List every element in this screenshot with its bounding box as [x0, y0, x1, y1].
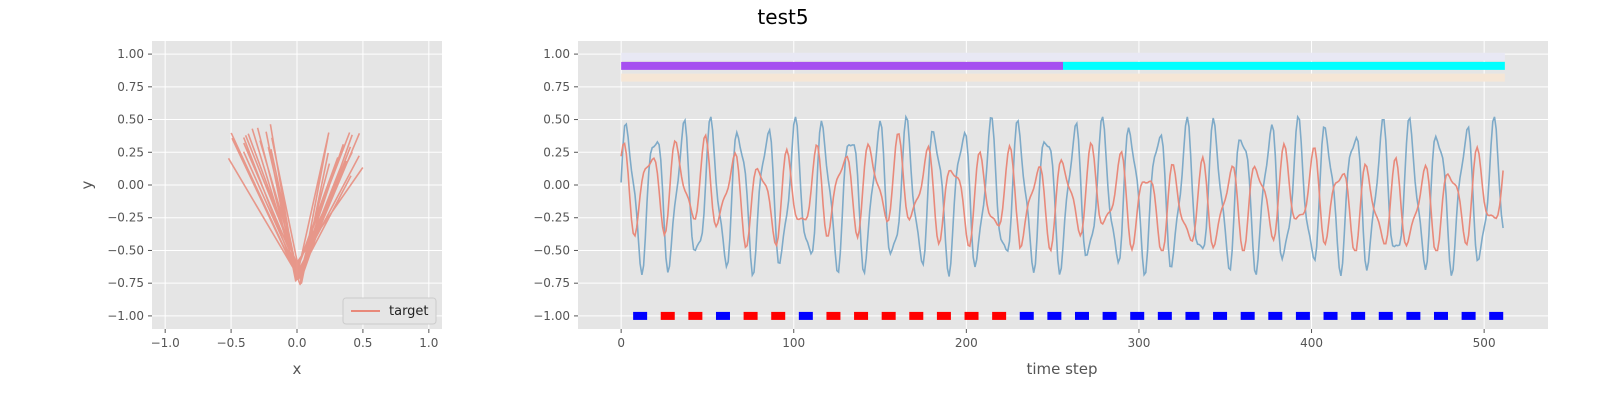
y-tick-label: −0.50 [107, 243, 144, 257]
x-tick-label: 0 [617, 336, 625, 350]
xy-plot-ylabel: y [78, 180, 96, 189]
y-tick-label: 0.50 [543, 113, 570, 127]
marker-blue [1433, 311, 1448, 320]
marker-blue [1268, 311, 1283, 320]
marker-red [964, 311, 979, 320]
marker-red [854, 311, 869, 320]
y-tick-label: 0.50 [117, 113, 144, 127]
marker-red [688, 311, 703, 320]
y-tick-label: −0.75 [107, 276, 144, 290]
y-tick-label: −0.75 [533, 276, 570, 290]
y-tick-label: 0.25 [543, 145, 570, 159]
marker-blue [1157, 311, 1172, 320]
y-tick-label: −1.00 [107, 309, 144, 323]
y-tick-label: −0.50 [533, 243, 570, 257]
marker-blue [715, 311, 730, 320]
marker-red [909, 311, 924, 320]
y-tick-label: 0.75 [117, 80, 144, 94]
marker-blue [1047, 311, 1062, 320]
timeseries-plot-yticks: −1.00 −0.75 −0.50 −0.25 0.00 0.25 0.50 0.75 1.00 [533, 47, 578, 323]
legend-label-target: target [389, 304, 429, 319]
xy-plot-xlabel: x [293, 360, 302, 378]
x-tick-label: 300 [1127, 336, 1150, 350]
marker-blue [1185, 311, 1200, 320]
timeseries-plot: 0 100 200 300 400 500 −1.00 −0.75 −0.50 −0.25 0.0… [533, 41, 1548, 378]
x-tick-label: −1.0 [151, 336, 180, 350]
x-tick-label: 0.5 [353, 336, 372, 350]
marker-blue [1461, 311, 1476, 320]
figure-title: test5 [757, 5, 808, 29]
y-tick-label: 1.00 [543, 47, 570, 61]
y-tick-label: 0.25 [117, 145, 144, 159]
marker-blue [1074, 311, 1089, 320]
marker-blue [1323, 311, 1338, 320]
marker-red [936, 311, 951, 320]
y-tick-label: −0.25 [107, 211, 144, 225]
marker-blue [1102, 311, 1117, 320]
marker-blue [633, 311, 648, 320]
timeseries-plot-markers [633, 311, 1504, 320]
xy-plot-series [227, 124, 364, 286]
marker-blue [1130, 311, 1145, 320]
target-line [227, 124, 364, 286]
marker-blue [1019, 311, 1034, 320]
y-tick-label: 0.00 [543, 178, 570, 192]
x-tick-label: 500 [1473, 336, 1496, 350]
xy-plot-xticks: −1.0 −0.5 0.0 0.5 1.0 [151, 329, 438, 350]
marker-red [992, 311, 1007, 320]
marker-blue [1351, 311, 1366, 320]
y-tick-label: 0.00 [117, 178, 144, 192]
x-tick-label: 0.0 [287, 336, 306, 350]
xy-plot-grid [152, 41, 442, 329]
xy-plot-legend: target [342, 297, 437, 325]
y-tick-label: −0.25 [533, 211, 570, 225]
timeseries-plot-xlabel: time step [1026, 360, 1097, 378]
x-tick-label: 1.0 [419, 336, 438, 350]
marker-red [771, 311, 786, 320]
signal-line-fast [620, 114, 1504, 278]
marker-blue [1295, 311, 1310, 320]
legend-box [342, 297, 437, 325]
marker-red [826, 311, 841, 320]
y-tick-label: 1.00 [117, 47, 144, 61]
x-tick-label: −0.5 [217, 336, 246, 350]
marker-blue [1213, 311, 1228, 320]
y-tick-label: −1.00 [533, 309, 570, 323]
marker-red [881, 311, 896, 320]
xy-plot: −1.0 −0.5 0.0 0.5 1.0 −1.00 −0.75 −0.50 −0.25 0.… [78, 41, 442, 378]
marker-red [743, 311, 758, 320]
xy-plot-yticks: −1.00 −0.75 −0.50 −0.25 0.00 0.25 0.50 0.75 1.00 [107, 47, 152, 323]
marker-blue [798, 311, 813, 320]
marker-blue [1489, 311, 1504, 320]
marker-blue [1378, 311, 1393, 320]
signal-line-slow [620, 132, 1504, 253]
x-tick-label: 100 [782, 336, 805, 350]
timeseries-plot-xticks: 0 100 200 300 400 500 [617, 329, 1496, 350]
marker-blue [1406, 311, 1421, 320]
x-tick-label: 400 [1300, 336, 1323, 350]
x-tick-label: 200 [955, 336, 978, 350]
y-tick-label: 0.75 [543, 80, 570, 94]
timeseries-plot-series [620, 114, 1504, 278]
timeseries-plot-bands [621, 52, 1505, 82]
marker-blue [1240, 311, 1255, 320]
marker-red [660, 311, 675, 320]
